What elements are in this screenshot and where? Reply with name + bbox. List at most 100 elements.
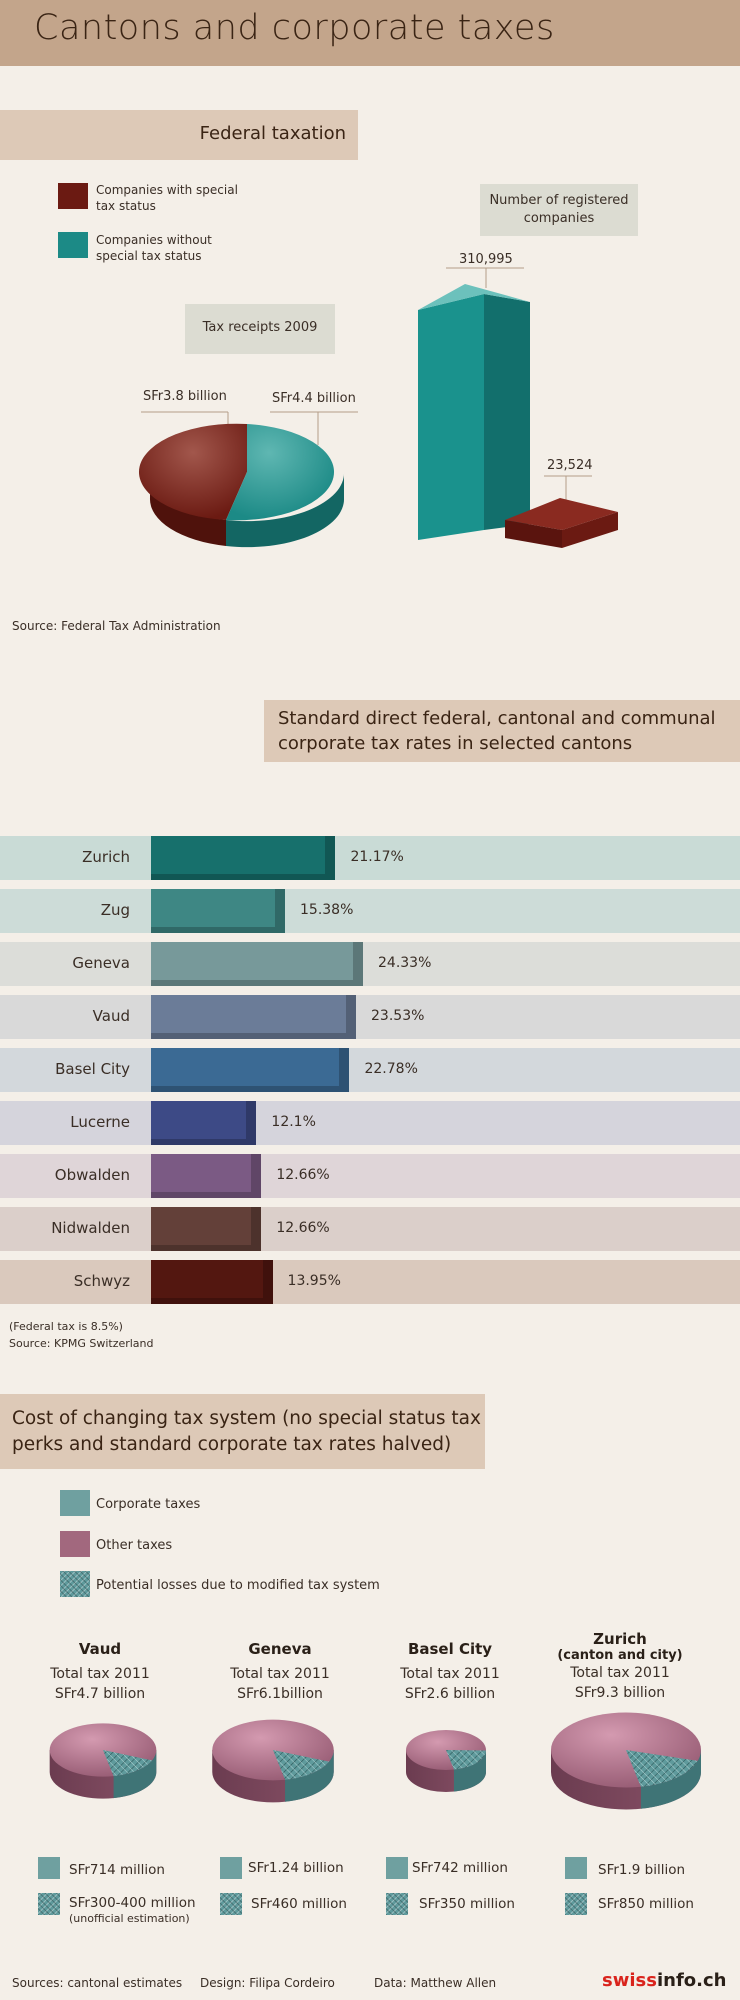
pie-label-red: SFr3.8 billion bbox=[143, 389, 227, 404]
rate-bar bbox=[151, 1260, 273, 1304]
brand-logo-info: info.ch bbox=[656, 1970, 727, 1991]
rate-row: Nidwalden 12.66% bbox=[0, 1207, 740, 1251]
geneva-corp-value: SFr1.24 billion bbox=[248, 1860, 344, 1876]
rate-row: Lucerne 12.1% bbox=[0, 1101, 740, 1145]
page-title: Cantons and corporate taxes bbox=[34, 8, 555, 48]
rate-bar bbox=[151, 1154, 262, 1198]
pie-label-teal: SFr4.4 billion bbox=[272, 391, 356, 406]
footer-design: Design: Filipa Cordeiro bbox=[200, 1976, 335, 1990]
rate-bar bbox=[151, 889, 285, 933]
zurich-loss-swatch bbox=[565, 1893, 587, 1915]
rate-bar bbox=[151, 995, 357, 1039]
pie-title-box bbox=[185, 304, 335, 354]
bar-teal-front bbox=[418, 294, 484, 540]
bar-teal-side bbox=[484, 294, 530, 530]
rate-value-label: 23.53% bbox=[371, 1008, 425, 1024]
title-band bbox=[0, 0, 740, 66]
geneva-loss-swatch bbox=[220, 1893, 242, 1915]
cost-pie-loss-side bbox=[285, 1750, 334, 1802]
rate-bar bbox=[151, 1207, 262, 1251]
federal-heading: Federal taxation bbox=[199, 123, 346, 144]
federal-bars bbox=[418, 267, 618, 548]
rate-row: Zurich 21.17% bbox=[0, 836, 740, 880]
brand-logo-swiss: swiss bbox=[602, 1970, 657, 1991]
vaud-corp-swatch bbox=[38, 1857, 60, 1879]
legend-swatch-corporate bbox=[60, 1490, 90, 1516]
rate-value-label: 12.66% bbox=[276, 1167, 330, 1183]
bar-red-side bbox=[562, 512, 618, 548]
federal-heading-box bbox=[0, 110, 358, 160]
basel-corp-swatch bbox=[386, 1857, 408, 1879]
footer-data: Data: Matthew Allen bbox=[374, 1976, 497, 1990]
canton-column-zurich: Zurich (canton and city) Total tax 2011 … bbox=[540, 1630, 700, 1703]
federal-source: Source: Federal Tax Administration bbox=[12, 619, 221, 633]
cost-heading-box bbox=[0, 1394, 485, 1469]
canton-total-amount: SFr2.6 billion bbox=[404, 1686, 496, 1702]
cost-pie-loss-overlay bbox=[103, 1750, 153, 1777]
legend-swatch-losses bbox=[60, 1571, 90, 1597]
canton-name-sub: (canton and city) bbox=[557, 1648, 683, 1663]
cost-heading: Cost of changing tax system (no special … bbox=[12, 1408, 481, 1455]
cost-pie-loss-side bbox=[453, 1750, 487, 1792]
vaud-corp-value: SFr714 million bbox=[69, 1862, 165, 1878]
federal-charts bbox=[138, 267, 618, 548]
canton-name: Basel City bbox=[407, 1640, 493, 1658]
rate-row-label: Zurich bbox=[82, 848, 130, 866]
rate-value-label: 13.95% bbox=[287, 1273, 341, 1289]
basel-loss-swatch bbox=[386, 1893, 408, 1915]
zurich-loss-value: SFr850 million bbox=[598, 1896, 694, 1912]
canton-column-vaud: Vaud Total tax 2011 SFr4.7 billion bbox=[20, 1630, 180, 1704]
legend-swatch-normal bbox=[58, 232, 88, 258]
pie-side-red bbox=[149, 472, 226, 546]
canton-column-geneva: Geneva Total tax 2011 SFr6.1billion bbox=[200, 1630, 360, 1704]
canton-column-basel: Basel City Total tax 2011 SFr2.6 billion bbox=[370, 1630, 530, 1704]
canton-name: Geneva bbox=[248, 1640, 312, 1658]
legend-label-other: Other taxes bbox=[96, 1538, 173, 1553]
rate-row-label: Schwyz bbox=[73, 1272, 130, 1290]
footer-sources: Sources: cantonal estimates bbox=[12, 1976, 183, 1990]
rate-bar bbox=[151, 942, 363, 986]
cost-pie-vaud bbox=[49, 1723, 157, 1799]
rate-value-label: 12.1% bbox=[271, 1114, 316, 1130]
cost-pie-loss-overlay bbox=[626, 1750, 698, 1787]
bar-title-box bbox=[480, 184, 638, 236]
legend-swatch-other bbox=[60, 1531, 90, 1557]
cost-pie-loss-side bbox=[113, 1750, 157, 1799]
rate-row: Schwyz 13.95% bbox=[0, 1260, 740, 1304]
bar-label-red: 23,524 bbox=[547, 458, 593, 473]
federal-pie bbox=[138, 423, 345, 548]
legend-label-special: Companies with special tax status bbox=[96, 183, 238, 213]
canton-total-amount: SFr6.1billion bbox=[237, 1686, 323, 1702]
vaud-loss-note: (unofficial estimation) bbox=[69, 1912, 190, 1925]
rate-row-label: Zug bbox=[100, 901, 130, 919]
canton-total-amount: SFr4.7 billion bbox=[54, 1686, 146, 1702]
rate-row: Geneva 24.33% bbox=[0, 942, 740, 986]
cost-pie-loss-side bbox=[640, 1750, 701, 1809]
rate-row: Zug 15.38% bbox=[0, 889, 740, 933]
rates-heading-box bbox=[264, 700, 740, 762]
rates-heading: Standard direct federal, cantonal and co… bbox=[278, 708, 716, 754]
rate-value-label: 15.38% bbox=[300, 902, 354, 918]
rate-bar bbox=[151, 836, 336, 880]
bar-red-front bbox=[505, 520, 562, 548]
rate-row: Obwalden 12.66% bbox=[0, 1154, 740, 1198]
rate-bar bbox=[151, 1101, 257, 1145]
cost-pie-zurich bbox=[551, 1712, 701, 1810]
basel-loss-value: SFr350 million bbox=[419, 1896, 515, 1912]
canton-total-label: Total tax 2011 bbox=[230, 1666, 330, 1682]
rate-row-label: Obwalden bbox=[54, 1166, 130, 1184]
zurich-corp-swatch bbox=[565, 1857, 587, 1879]
cost-pie-geneva bbox=[212, 1719, 334, 1803]
rate-row-label: Geneva bbox=[72, 954, 130, 972]
zurich-corp-value: SFr1.9 billion bbox=[598, 1862, 686, 1878]
pie-slice-red bbox=[138, 423, 247, 520]
bar-label-teal: 310,995 bbox=[459, 252, 513, 267]
brand-logo[interactable]: swissinfo.ch bbox=[602, 1970, 726, 1991]
canton-total-label: Total tax 2011 bbox=[570, 1665, 670, 1681]
legend-swatch-special bbox=[58, 183, 88, 209]
pie-slice-teal bbox=[226, 424, 335, 521]
canton-total-amount: SFr9.3 billion bbox=[574, 1685, 666, 1701]
bar-teal-top bbox=[418, 284, 530, 310]
rates-chart: Zurich 21.17% Zug 15.38% Geneva 24.33% Vaud 23.… bbox=[0, 836, 740, 1304]
legend-label-losses: Potential losses due to modified tax sys… bbox=[96, 1578, 380, 1593]
